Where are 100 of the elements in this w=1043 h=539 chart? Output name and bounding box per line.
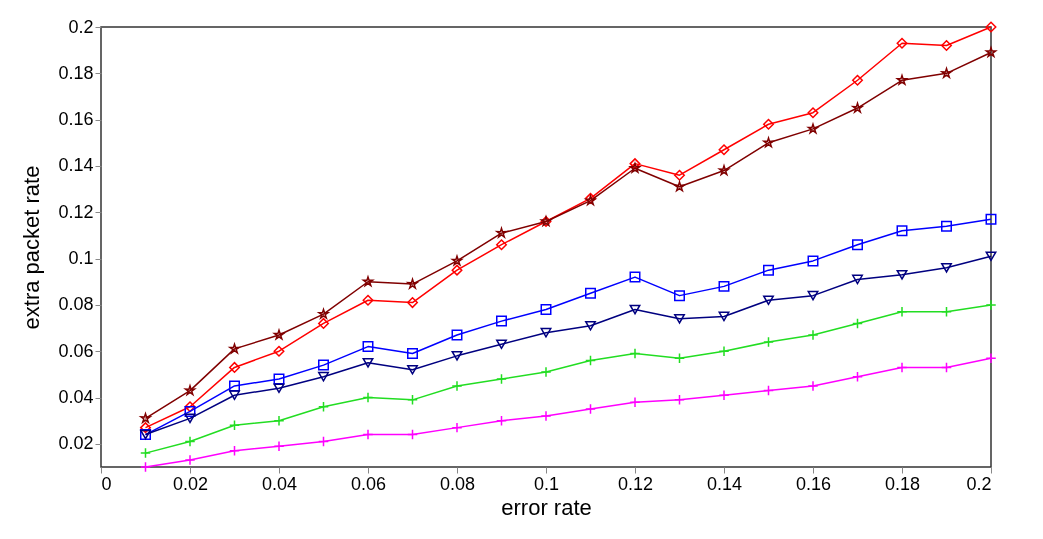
point [896,225,908,237]
point [229,445,240,457]
y-tick-label: 0.04 [58,387,94,408]
point [451,255,463,266]
point [540,304,552,316]
point [718,144,730,156]
point [540,327,552,338]
point [629,348,641,360]
point [496,373,507,385]
point [763,385,774,397]
point [674,290,685,302]
x-tick-label: 0.04 [261,473,298,494]
point [540,410,552,422]
point [140,461,151,473]
point [184,454,196,466]
point [496,415,507,427]
point [184,436,196,448]
point [852,274,863,285]
x-tick-label: 0.18 [884,473,921,494]
y-tick-label: 0.1 [68,248,94,269]
point [674,169,685,181]
x-tick-label: 0.02 [172,473,209,494]
point [585,403,596,415]
point [273,373,285,385]
point [407,364,418,375]
x-tick-label: 0.08 [439,473,476,494]
point [852,317,863,329]
point [807,255,819,267]
point [273,345,285,357]
point [629,271,641,283]
point [451,380,463,392]
point [140,447,151,459]
point [807,290,819,301]
point [362,341,374,353]
point [362,357,374,368]
point [718,389,730,401]
point [985,299,997,311]
y-axis-title: extra packet rate [19,165,45,330]
point [585,287,596,299]
point [540,366,552,378]
point [229,361,240,373]
point [451,264,463,276]
x-tick-label: 0.06 [350,473,387,494]
point [896,74,908,85]
point [318,401,329,413]
point [362,392,374,404]
point [674,352,685,364]
point [184,405,196,417]
x-tick-label: 0.2 [966,473,992,494]
point [852,239,863,251]
point [629,396,641,408]
point [718,345,730,357]
point [718,311,730,322]
point [941,40,952,52]
point [763,118,774,130]
point [807,123,819,134]
point [273,383,285,394]
x-tick-label: 0 [101,473,112,494]
point [852,371,863,383]
point [407,297,418,309]
y-tick-label: 0.12 [58,201,94,222]
y-tick-label: 0.2 [68,16,94,37]
point [318,371,329,382]
point [941,262,952,273]
y-tick-label: 0.06 [58,340,94,361]
point [807,380,819,392]
point [496,339,507,350]
y-tick-label: 0.08 [58,294,94,315]
point [229,380,240,392]
x-tick-label: 0.14 [706,473,743,494]
x-tick-label: 0.1 [533,473,560,494]
point [807,329,819,341]
point [184,401,196,413]
point [852,74,863,86]
point [807,107,819,119]
point [318,436,329,448]
point [451,350,463,361]
point [362,429,374,441]
point [763,264,774,276]
point [318,359,329,371]
point [184,413,196,424]
point [629,162,641,173]
point [763,336,774,348]
y-tick-label: 0.18 [58,62,94,83]
y-tick-label: 0.14 [58,155,94,176]
point [273,415,285,427]
point [896,37,908,49]
point [941,361,952,373]
point [318,317,329,329]
point [273,440,285,452]
point [941,306,952,318]
x-tick-label: 0.16 [795,473,832,494]
y-tick-label: 0.02 [58,433,94,454]
point [451,329,463,341]
point [941,220,952,232]
point [896,269,908,280]
point [585,354,596,366]
point [407,429,418,441]
x-axis-title: error rate [501,494,592,520]
point [229,390,240,401]
